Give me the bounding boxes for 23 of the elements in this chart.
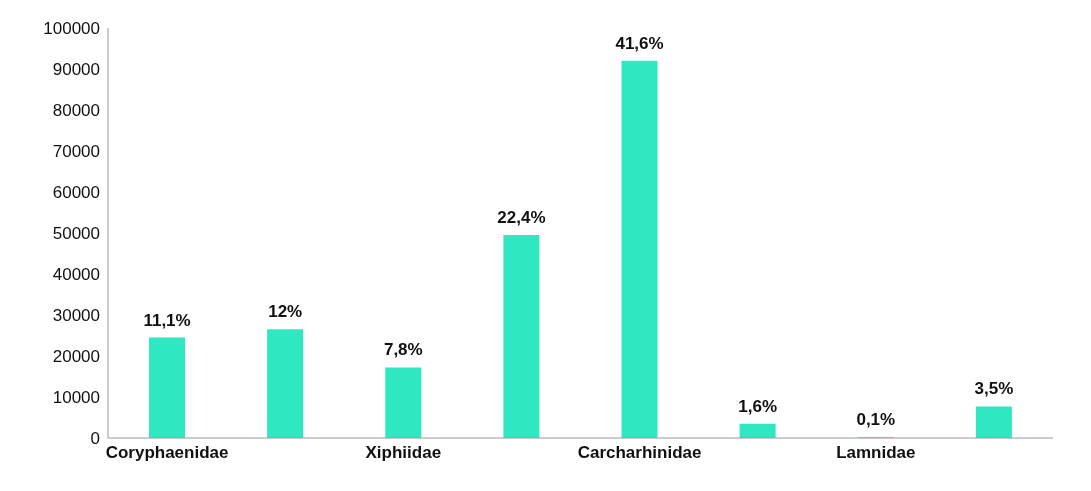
annotation: 3,5% (974, 379, 1014, 399)
y-tick-label: 30000 (52, 306, 100, 326)
annotation: 41,6% (615, 33, 664, 53)
x-tick-label: Xiphiidae (365, 443, 442, 463)
y-tick-label: 70000 (52, 142, 100, 162)
x-tick-label: Carcharhinidae (577, 443, 702, 463)
y-tick-label: 20000 (52, 347, 100, 367)
annotation: 7,8% (383, 340, 423, 360)
y-tick-label: 60000 (52, 183, 100, 203)
x-tick-label: Coryphaenidae (105, 443, 229, 463)
y-tick-label: 90000 (52, 60, 100, 80)
annotation: 0,1% (856, 410, 896, 430)
y-tick-label: 0 (90, 429, 100, 449)
annotation: 1,6% (738, 396, 778, 416)
annotation: 11,1% (143, 310, 191, 330)
y-tick-label: 100000 (43, 19, 100, 39)
y-tick-label: 80000 (52, 101, 100, 121)
x-tick-label: Lamnidae (836, 443, 916, 463)
y-tick-label: 40000 (52, 265, 100, 285)
annotation: 12% (268, 302, 303, 322)
y-tick-label: 10000 (52, 388, 100, 408)
annotation: 22,4% (497, 208, 546, 228)
y-tick-label: 50000 (52, 224, 100, 244)
